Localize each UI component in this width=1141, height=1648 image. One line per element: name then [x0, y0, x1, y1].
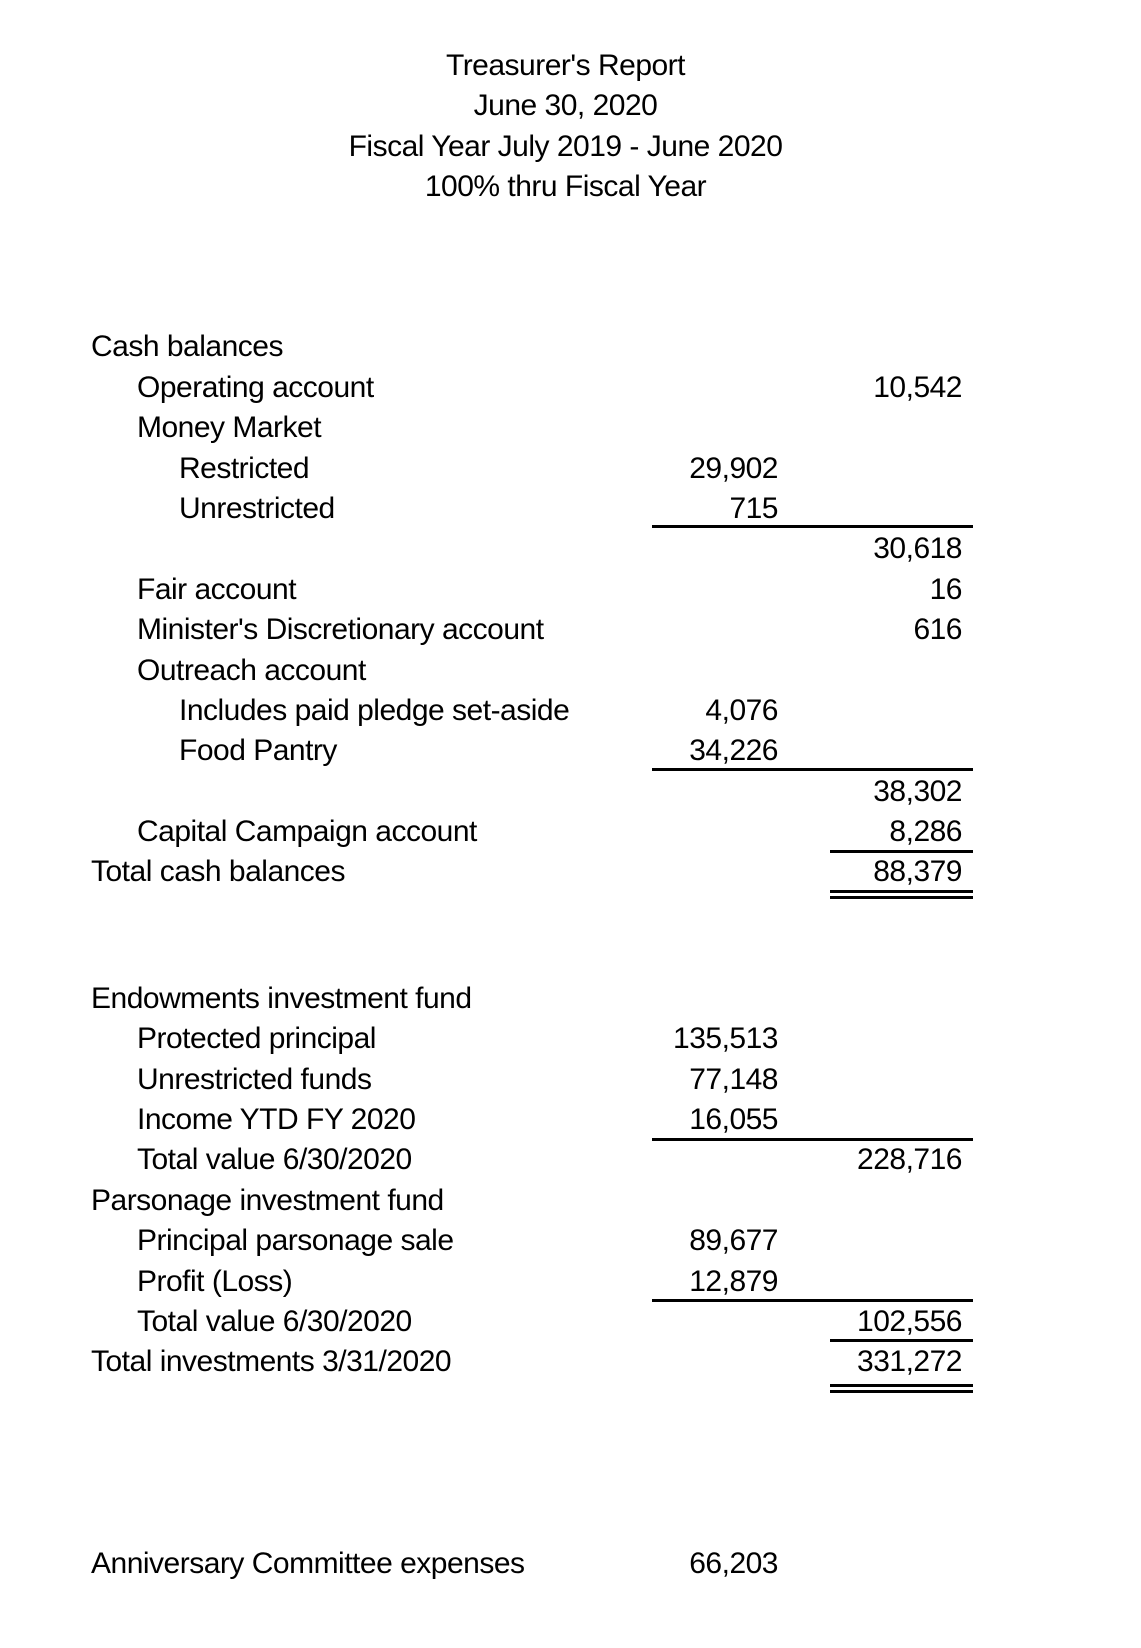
amount-col2: 16 [929, 572, 963, 606]
row-label: Income YTD FY 2020 [137, 1102, 416, 1136]
double-rule-investments-total-top [830, 1384, 973, 1387]
amount-col1: 715 [729, 491, 778, 525]
amount-col1: 77,148 [689, 1062, 778, 1096]
rule-parsonage-subtotal [652, 1299, 973, 1302]
row-label: Operating account [137, 370, 374, 404]
amount-col1: 4,076 [705, 693, 778, 727]
table-row: Total cash balances 88,379 [0, 852, 1141, 892]
table-row: Profit (Loss) 12,879 [0, 1262, 1141, 1302]
amount-col2: 228,716 [857, 1143, 962, 1177]
amount-col2: 30,618 [873, 532, 962, 566]
row-label: Minister's Discretionary account [137, 613, 544, 647]
amount-col1: 66,203 [689, 1547, 778, 1580]
double-rule-investments-total-bottom [830, 1390, 973, 1393]
double-rule-cash-total-top [830, 890, 973, 893]
amount-col1: 34,226 [689, 734, 778, 768]
table-row: Unrestricted 715 [0, 489, 1141, 529]
row-label: Fair account [137, 572, 297, 606]
amount-col2: 331,272 [857, 1345, 962, 1379]
table-row: Includes paid pledge set-aside 4,076 [0, 691, 1141, 731]
row-label: Total cash balances [91, 855, 346, 889]
row-label: Cash balances [91, 330, 283, 364]
table-row: Operating account 10,542 [0, 368, 1141, 408]
amount-col2: 38,302 [873, 774, 962, 808]
table-row: Parsonage investment fund [0, 1181, 1141, 1221]
row-label: Total investments 3/31/2020 [91, 1345, 452, 1379]
row-label: Unrestricted funds [137, 1062, 372, 1096]
table-row: Endowments investment fund [0, 979, 1141, 1019]
row-label: Parsonage investment fund [91, 1183, 444, 1217]
amount-col2: 88,379 [873, 855, 962, 889]
table-row: Total investments 3/31/2020 331,272 [0, 1342, 1141, 1382]
table-row: Money Market [0, 408, 1141, 448]
double-rule-cash-total-bottom [830, 896, 973, 899]
row-label: Capital Campaign account [137, 815, 477, 849]
row-label: Money Market [137, 411, 322, 445]
amount-col1: 135,513 [673, 1022, 778, 1056]
table-row: 38,302 [0, 772, 1141, 812]
table-row: Capital Campaign account 8,286 [0, 812, 1141, 852]
amount-col1: 16,055 [689, 1102, 778, 1136]
rule-endowments-subtotal [652, 1138, 973, 1141]
amount-col2: 102,556 [857, 1304, 962, 1338]
amount-col1: 29,902 [689, 451, 778, 485]
investments-section: Endowments investment fund Protected pri… [0, 979, 1141, 1383]
row-label: Profit (Loss) [137, 1264, 293, 1298]
table-row: Minister's Discretionary account 616 [0, 610, 1141, 650]
rule-money-market-subtotal [652, 525, 973, 528]
amount-col2: 8,286 [889, 815, 962, 849]
table-row: Unrestricted funds 77,148 [0, 1060, 1141, 1100]
table-row: Fair account 16 [0, 570, 1141, 610]
row-label: Unrestricted [179, 491, 335, 525]
table-row: Food Pantry 34,226 [0, 731, 1141, 771]
table-row: Restricted 29,902 [0, 449, 1141, 489]
table-row: Income YTD FY 2020 16,055 [0, 1100, 1141, 1140]
table-row: Total value 6/30/2020 102,556 [0, 1302, 1141, 1342]
table-row: Principal parsonage sale 89,677 [0, 1221, 1141, 1261]
amount-col1: 12,879 [689, 1264, 778, 1298]
row-label: Total value 6/30/2020 [137, 1143, 412, 1177]
amount-col2: 616 [913, 613, 962, 647]
row-label: Food Pantry [179, 734, 337, 768]
cash-balances-section: Cash balances Operating account 10,542 M… [0, 327, 1141, 892]
report-date: June 30, 2020 [473, 89, 658, 123]
table-row: Anniversary Committee expenses 66,203 [0, 1544, 1141, 1584]
row-label: Outreach account [137, 653, 366, 687]
table-row: Cash balances [0, 327, 1141, 367]
rule-cash-total [830, 850, 973, 853]
row-label: Endowments investment fund [91, 981, 472, 1015]
table-row: Protected principal 135,513 [0, 1019, 1141, 1059]
amount-col1: 89,677 [689, 1224, 778, 1258]
report-title: Treasurer's Report [445, 49, 686, 82]
rule-outreach-subtotal [652, 768, 973, 771]
row-label: Anniversary Committee expenses [91, 1547, 525, 1580]
amount-col2: 10,542 [873, 370, 962, 404]
row-label: Protected principal [137, 1022, 376, 1056]
title-block: Treasurer's Report June 30, 2020 Fiscal … [0, 46, 1131, 208]
row-label: Includes paid pledge set-aside [179, 693, 570, 727]
rule-investments-total [830, 1339, 973, 1342]
row-label: Principal parsonage sale [137, 1224, 454, 1258]
fiscal-year-range: Fiscal Year July 2019 - June 2020 [348, 129, 783, 163]
footer-section: Anniversary Committee expenses 66,203 [0, 1544, 1141, 1584]
fiscal-progress: 100% thru Fiscal Year [424, 170, 707, 204]
table-row: 30,618 [0, 529, 1141, 569]
table-row: Outreach account [0, 651, 1141, 691]
row-label: Total value 6/30/2020 [137, 1304, 412, 1338]
table-row: Total value 6/30/2020 228,716 [0, 1140, 1141, 1180]
row-label: Restricted [179, 451, 310, 485]
